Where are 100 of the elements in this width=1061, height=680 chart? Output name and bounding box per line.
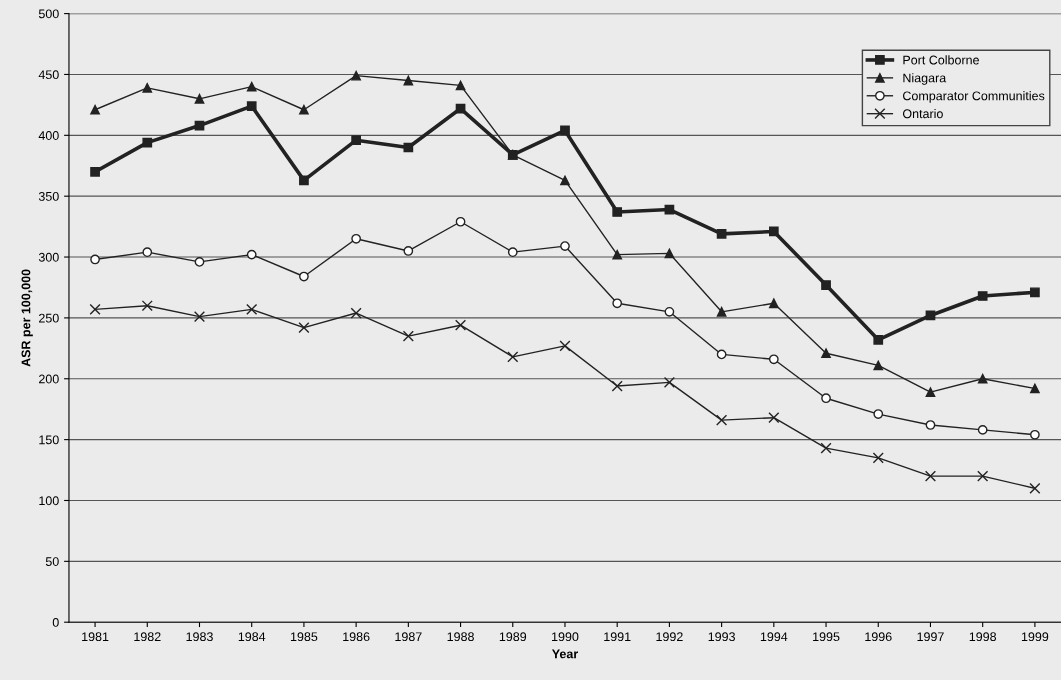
point xyxy=(299,104,309,115)
legend-label: Comparator Communities xyxy=(903,91,1045,103)
y-tick-label: 250 xyxy=(39,313,59,323)
point xyxy=(246,101,257,111)
point xyxy=(925,420,936,430)
point xyxy=(299,175,309,186)
point xyxy=(612,249,623,260)
point xyxy=(141,300,153,312)
point xyxy=(716,349,727,360)
x-tick-label: 1998 xyxy=(969,632,997,642)
point xyxy=(768,226,779,237)
point xyxy=(142,247,153,258)
point xyxy=(716,306,727,317)
y-tick-label: 400 xyxy=(38,131,59,140)
point xyxy=(246,249,257,260)
y-axis-title: ASR per 100,000 xyxy=(21,269,33,367)
x-tick-label: 1999 xyxy=(1021,632,1049,642)
point xyxy=(821,348,831,359)
point xyxy=(351,233,361,244)
x-axis-title: Year xyxy=(551,649,578,659)
point xyxy=(663,376,675,388)
point xyxy=(90,254,100,265)
point xyxy=(977,470,989,482)
point xyxy=(1030,287,1040,298)
x-tick-label: 1992 xyxy=(656,632,683,642)
point xyxy=(403,246,414,256)
x-tick-label: 1983 xyxy=(186,632,213,642)
x-tick-label: 1990 xyxy=(552,632,579,642)
point xyxy=(664,306,675,317)
point xyxy=(612,207,623,217)
x-tick-label: 1991 xyxy=(604,632,631,642)
point xyxy=(402,330,414,342)
point xyxy=(507,351,519,363)
point xyxy=(768,412,780,424)
point xyxy=(768,354,779,365)
point xyxy=(977,425,988,435)
y-tick-label: 50 xyxy=(45,557,59,566)
point xyxy=(1030,383,1040,394)
point xyxy=(821,393,831,404)
y-tick-label: 350 xyxy=(38,191,59,201)
point xyxy=(664,248,675,259)
x-tick-label: 1981 xyxy=(82,632,109,642)
point xyxy=(194,257,205,267)
point xyxy=(560,175,570,186)
point xyxy=(977,291,988,301)
point xyxy=(403,75,414,86)
point xyxy=(560,125,570,136)
x-tick-label: 1986 xyxy=(343,632,370,642)
point xyxy=(246,303,258,315)
point xyxy=(873,334,884,345)
point xyxy=(716,414,728,426)
point xyxy=(716,229,727,239)
x-tick-label: 1987 xyxy=(395,632,422,642)
legend-label: Niagara xyxy=(903,73,947,85)
x-tick-label: 1994 xyxy=(760,632,788,642)
point xyxy=(768,298,779,309)
point xyxy=(820,442,832,454)
x-tick-label: 1995 xyxy=(813,632,840,642)
y-tick-label: 500 xyxy=(38,9,59,19)
y-tick-label: 200 xyxy=(39,374,59,384)
y-tick-label: 0 xyxy=(52,618,59,627)
point xyxy=(872,452,884,464)
point xyxy=(90,104,100,115)
point xyxy=(873,360,884,371)
point xyxy=(611,380,623,392)
point xyxy=(977,373,988,384)
point xyxy=(507,247,518,258)
point xyxy=(299,271,309,282)
point xyxy=(193,311,206,323)
y-tick-label: 100 xyxy=(39,496,59,506)
point xyxy=(194,93,205,104)
point xyxy=(1029,482,1041,494)
x-tick-label: 1997 xyxy=(917,632,944,642)
x-tick-label: 1984 xyxy=(238,632,266,642)
point xyxy=(350,307,362,319)
point xyxy=(924,470,937,482)
y-tick-label: 450 xyxy=(38,70,59,80)
legend-label: Port Colborne xyxy=(903,55,979,65)
y-tick-label: 300 xyxy=(38,252,59,262)
point xyxy=(89,303,101,315)
point xyxy=(351,135,361,146)
x-tick-label: 1985 xyxy=(290,632,318,642)
x-tick-label: 1982 xyxy=(134,632,161,642)
point xyxy=(455,319,467,331)
point xyxy=(142,82,153,93)
point xyxy=(298,322,310,334)
point xyxy=(821,280,831,290)
point xyxy=(246,81,257,92)
point xyxy=(925,387,936,398)
point xyxy=(559,340,571,352)
y-tick-label: 150 xyxy=(39,435,59,445)
x-tick-label: 1996 xyxy=(865,632,892,642)
point xyxy=(403,142,414,153)
point xyxy=(560,241,570,251)
point xyxy=(455,80,466,91)
point xyxy=(90,166,100,177)
x-tick-label: 1993 xyxy=(708,632,735,642)
point xyxy=(351,70,361,81)
point xyxy=(455,216,466,227)
x-tick-label: 1988 xyxy=(447,632,474,642)
